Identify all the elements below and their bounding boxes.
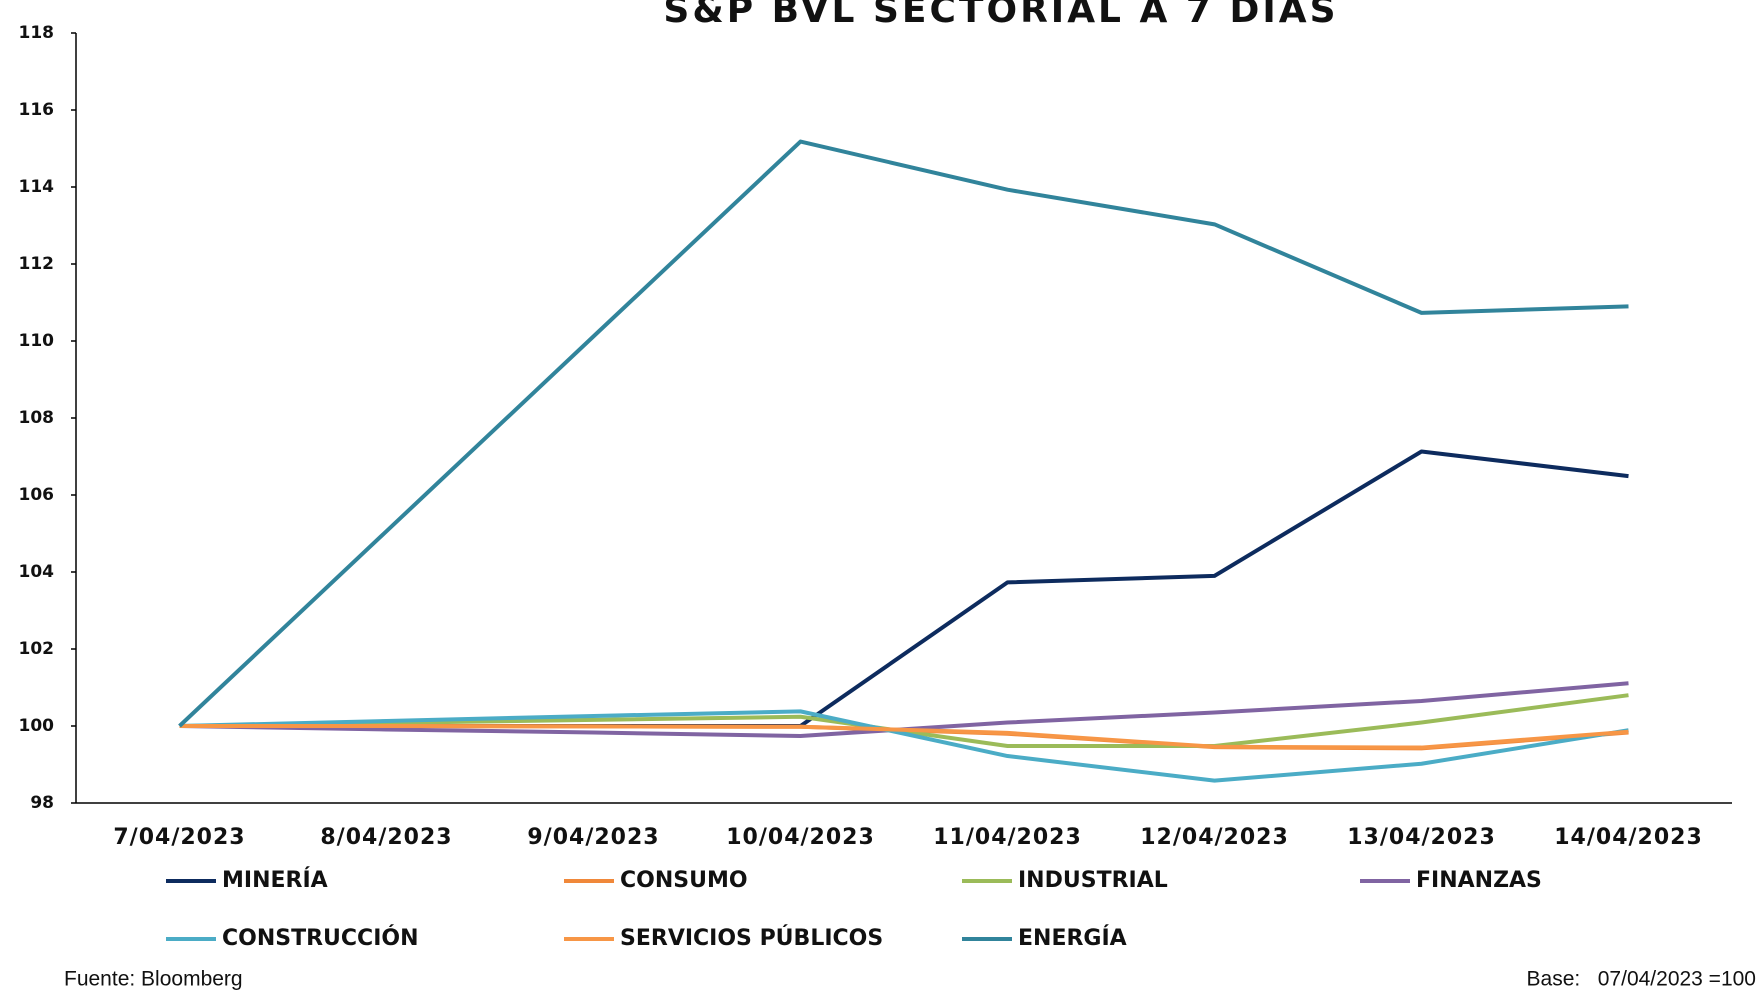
legend-label: CONSTRUCCIÓN xyxy=(222,925,419,951)
y-tick-label: 100 xyxy=(19,716,55,736)
y-tick-label: 116 xyxy=(19,100,55,120)
y-tick-label: 112 xyxy=(19,254,55,274)
y-tick-label: 110 xyxy=(19,331,55,351)
y-tick-label: 114 xyxy=(19,177,55,197)
series-line xyxy=(179,449,1629,728)
x-tick-label: 8/04/2023 xyxy=(320,825,452,850)
chart-title: S&P BVL SECTORIAL A 7 DÍAS xyxy=(663,0,1338,31)
legend-label: FINANZAS xyxy=(1416,868,1542,893)
y-tick-label: 102 xyxy=(19,639,55,659)
x-tick-label: 12/04/2023 xyxy=(1140,825,1289,850)
legend-label: SERVICIOS PÚBLICOS xyxy=(620,925,883,951)
y-tick-label: 106 xyxy=(19,485,55,505)
x-tick-label: 9/04/2023 xyxy=(527,825,659,850)
y-tick-label: 108 xyxy=(19,408,55,428)
legend-label: MINERÍA xyxy=(222,867,328,893)
x-tick-label: 13/04/2023 xyxy=(1347,825,1496,850)
x-tick-label: 11/04/2023 xyxy=(933,825,1082,850)
series-line xyxy=(178,139,1629,728)
x-tick-label: 7/04/2023 xyxy=(113,825,245,850)
series-line xyxy=(179,724,1629,750)
legend-label: CONSUMO xyxy=(620,868,748,893)
y-tick-label: 98 xyxy=(30,793,54,813)
legend-label: ENERGÍA xyxy=(1018,925,1127,951)
base-note: Base: 07/04/2023 =100 xyxy=(1527,968,1756,991)
y-tick-label: 118 xyxy=(19,23,55,43)
x-tick-label: 14/04/2023 xyxy=(1554,825,1703,850)
x-tick-label: 10/04/2023 xyxy=(726,825,875,850)
source-note: Fuente: Bloomberg xyxy=(64,968,243,991)
series-line xyxy=(179,709,1629,783)
legend-label: INDUSTRIAL xyxy=(1018,868,1168,893)
y-tick-label: 104 xyxy=(19,562,55,582)
